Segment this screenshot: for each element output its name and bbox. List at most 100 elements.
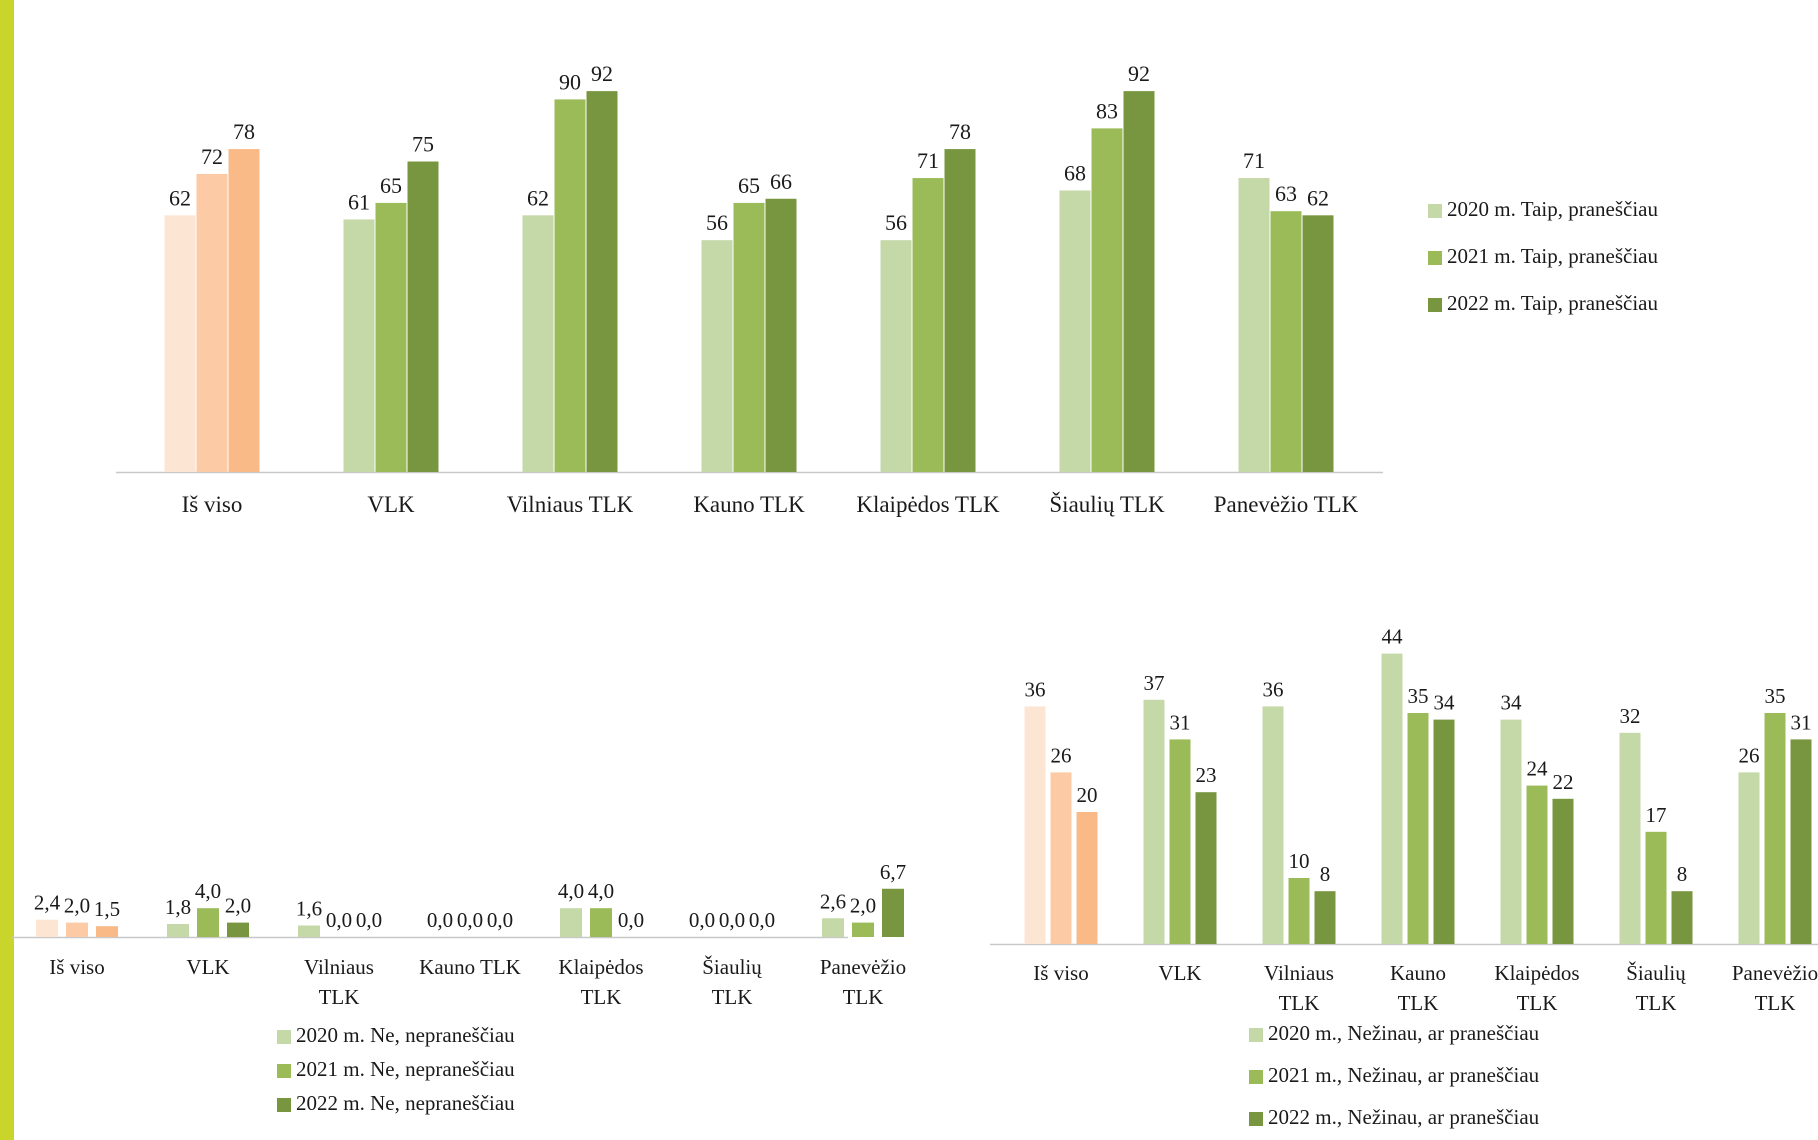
bar-3-5 <box>945 149 976 472</box>
data-label: 2,0 <box>850 894 876 918</box>
bar-3-5 <box>1553 799 1574 944</box>
x-tick-label: Vilniaus TLK <box>507 492 634 517</box>
bar-1-3 <box>523 215 554 472</box>
data-label: 17 <box>1646 803 1667 827</box>
data-label: 6,7 <box>880 860 906 884</box>
bar-1-4 <box>1382 654 1403 944</box>
x-tick-label: Kauno <box>1390 961 1446 985</box>
legend-swatch <box>277 1098 291 1112</box>
bar-3-2 <box>227 923 249 937</box>
legend-swatch <box>1428 204 1442 218</box>
data-label: 34 <box>1434 691 1456 715</box>
data-label: 71 <box>917 148 939 173</box>
legend-label: 2022 m. Taip, praneščiau <box>1447 291 1659 315</box>
legend-label: 2020 m., Nežinau, ar praneščiau <box>1268 1021 1540 1045</box>
bar-2-2 <box>376 203 407 472</box>
data-label: 63 <box>1275 181 1297 206</box>
x-tick-label: TLK <box>712 985 753 1009</box>
x-tick-label: Klaipėdos TLK <box>856 492 1000 517</box>
data-label: 34 <box>1501 691 1523 715</box>
legend-swatch <box>277 1064 291 1078</box>
data-label: 83 <box>1096 98 1118 123</box>
bar-3-6 <box>1672 891 1693 944</box>
legend-label: 2020 m. Ne, nepraneščiau <box>296 1023 515 1047</box>
data-label: 1,6 <box>296 896 322 920</box>
data-label: 75 <box>412 132 434 157</box>
bar-3-1 <box>96 926 118 937</box>
x-tick-label: Vilniaus <box>304 955 374 979</box>
data-label: 56 <box>706 210 728 235</box>
legend: 2020 m., Nežinau, ar praneščiau 2021 m., … <box>1249 1021 1540 1129</box>
x-tick-label: Iš viso <box>1033 961 1088 985</box>
bar-2-1 <box>66 923 88 937</box>
legend-label: 2021 m. Ne, nepraneščiau <box>296 1057 515 1081</box>
data-label: 0,0 <box>618 908 644 932</box>
x-tick-label: TLK <box>1279 991 1320 1015</box>
x-tick-label: Vilniaus <box>1264 961 1334 985</box>
data-label: 2,4 <box>34 891 61 915</box>
x-tick-label: TLK <box>319 985 360 1009</box>
bar-2-1 <box>1051 772 1072 944</box>
x-tick-label: Šiaulių TLK <box>1049 491 1165 517</box>
data-label: 26 <box>1739 743 1760 767</box>
bar-1-1 <box>36 920 58 937</box>
x-tick-label: Kauno TLK <box>419 955 521 979</box>
x-tick-label: Panevėžio <box>820 955 906 979</box>
bar-2-5 <box>1527 786 1548 944</box>
bar-3-2 <box>408 162 439 473</box>
data-label: 92 <box>591 61 613 86</box>
bar-2-2 <box>1170 739 1191 944</box>
bar-1-7 <box>822 918 844 937</box>
x-tick-label: Iš viso <box>49 955 104 979</box>
bar-1-2 <box>1144 700 1165 944</box>
data-label: 0,0 <box>487 908 513 932</box>
bar-2-5 <box>590 908 612 937</box>
data-label: 78 <box>949 119 971 144</box>
bar-2-7 <box>852 923 874 937</box>
data-label: 23 <box>1196 763 1217 787</box>
bar-3-1 <box>229 149 260 472</box>
chart-taip: 627278Iš viso616575VLK6290 92Vilniaus TLK… <box>116 61 1659 517</box>
bar-2-4 <box>734 203 765 472</box>
data-label: 32 <box>1620 704 1641 728</box>
bar-1-3 <box>1263 706 1284 944</box>
bar-1-2 <box>344 219 375 472</box>
data-label: 62 <box>169 185 191 210</box>
bar-2-3 <box>1289 878 1310 944</box>
x-tick-label: Klaipėdos <box>1494 961 1579 985</box>
bar-1-4 <box>702 240 733 472</box>
bar-3-4 <box>766 199 797 472</box>
bar-1-5 <box>560 908 582 937</box>
data-label: 10 <box>1289 849 1310 873</box>
data-label: 68 <box>1064 160 1086 185</box>
data-label: 71 <box>1243 148 1265 173</box>
x-tick-label: TLK <box>1755 991 1796 1015</box>
data-label: 1,5 <box>94 897 120 921</box>
x-tick-label: TLK <box>843 985 884 1009</box>
legend-label: 2020 m. Taip, praneščiau <box>1447 197 1659 221</box>
data-label: 8 <box>1677 862 1688 886</box>
bar-3-7 <box>1303 215 1334 472</box>
legend: 2020 m. Ne, nepraneščiau 2021 m. Ne, nepr… <box>277 1023 515 1115</box>
bar-1-1 <box>1025 706 1046 944</box>
data-label: 37 <box>1144 671 1165 695</box>
data-label: 2,6 <box>820 889 846 913</box>
legend-swatch <box>1428 298 1442 312</box>
data-label: 31 <box>1791 710 1812 734</box>
data-label: 0,0 <box>457 908 483 932</box>
data-label: 0,0 <box>689 908 715 932</box>
data-label: 35 <box>1408 684 1429 708</box>
data-label: 56 <box>885 210 907 235</box>
bar-3-3 <box>1315 891 1336 944</box>
data-label: 90 <box>559 69 581 94</box>
legend-swatch <box>1249 1028 1263 1042</box>
data-label: 0,0 <box>749 908 775 932</box>
x-tick-label: TLK <box>1398 991 1439 1015</box>
x-tick-label: Šiaulių <box>1626 961 1686 985</box>
bar-2-6 <box>1092 128 1123 472</box>
bar-2-7 <box>1271 211 1302 472</box>
data-label: 22 <box>1553 770 1574 794</box>
data-label: 35 <box>1765 684 1786 708</box>
data-label: 61 <box>348 189 370 214</box>
bar-2-1 <box>197 174 228 472</box>
